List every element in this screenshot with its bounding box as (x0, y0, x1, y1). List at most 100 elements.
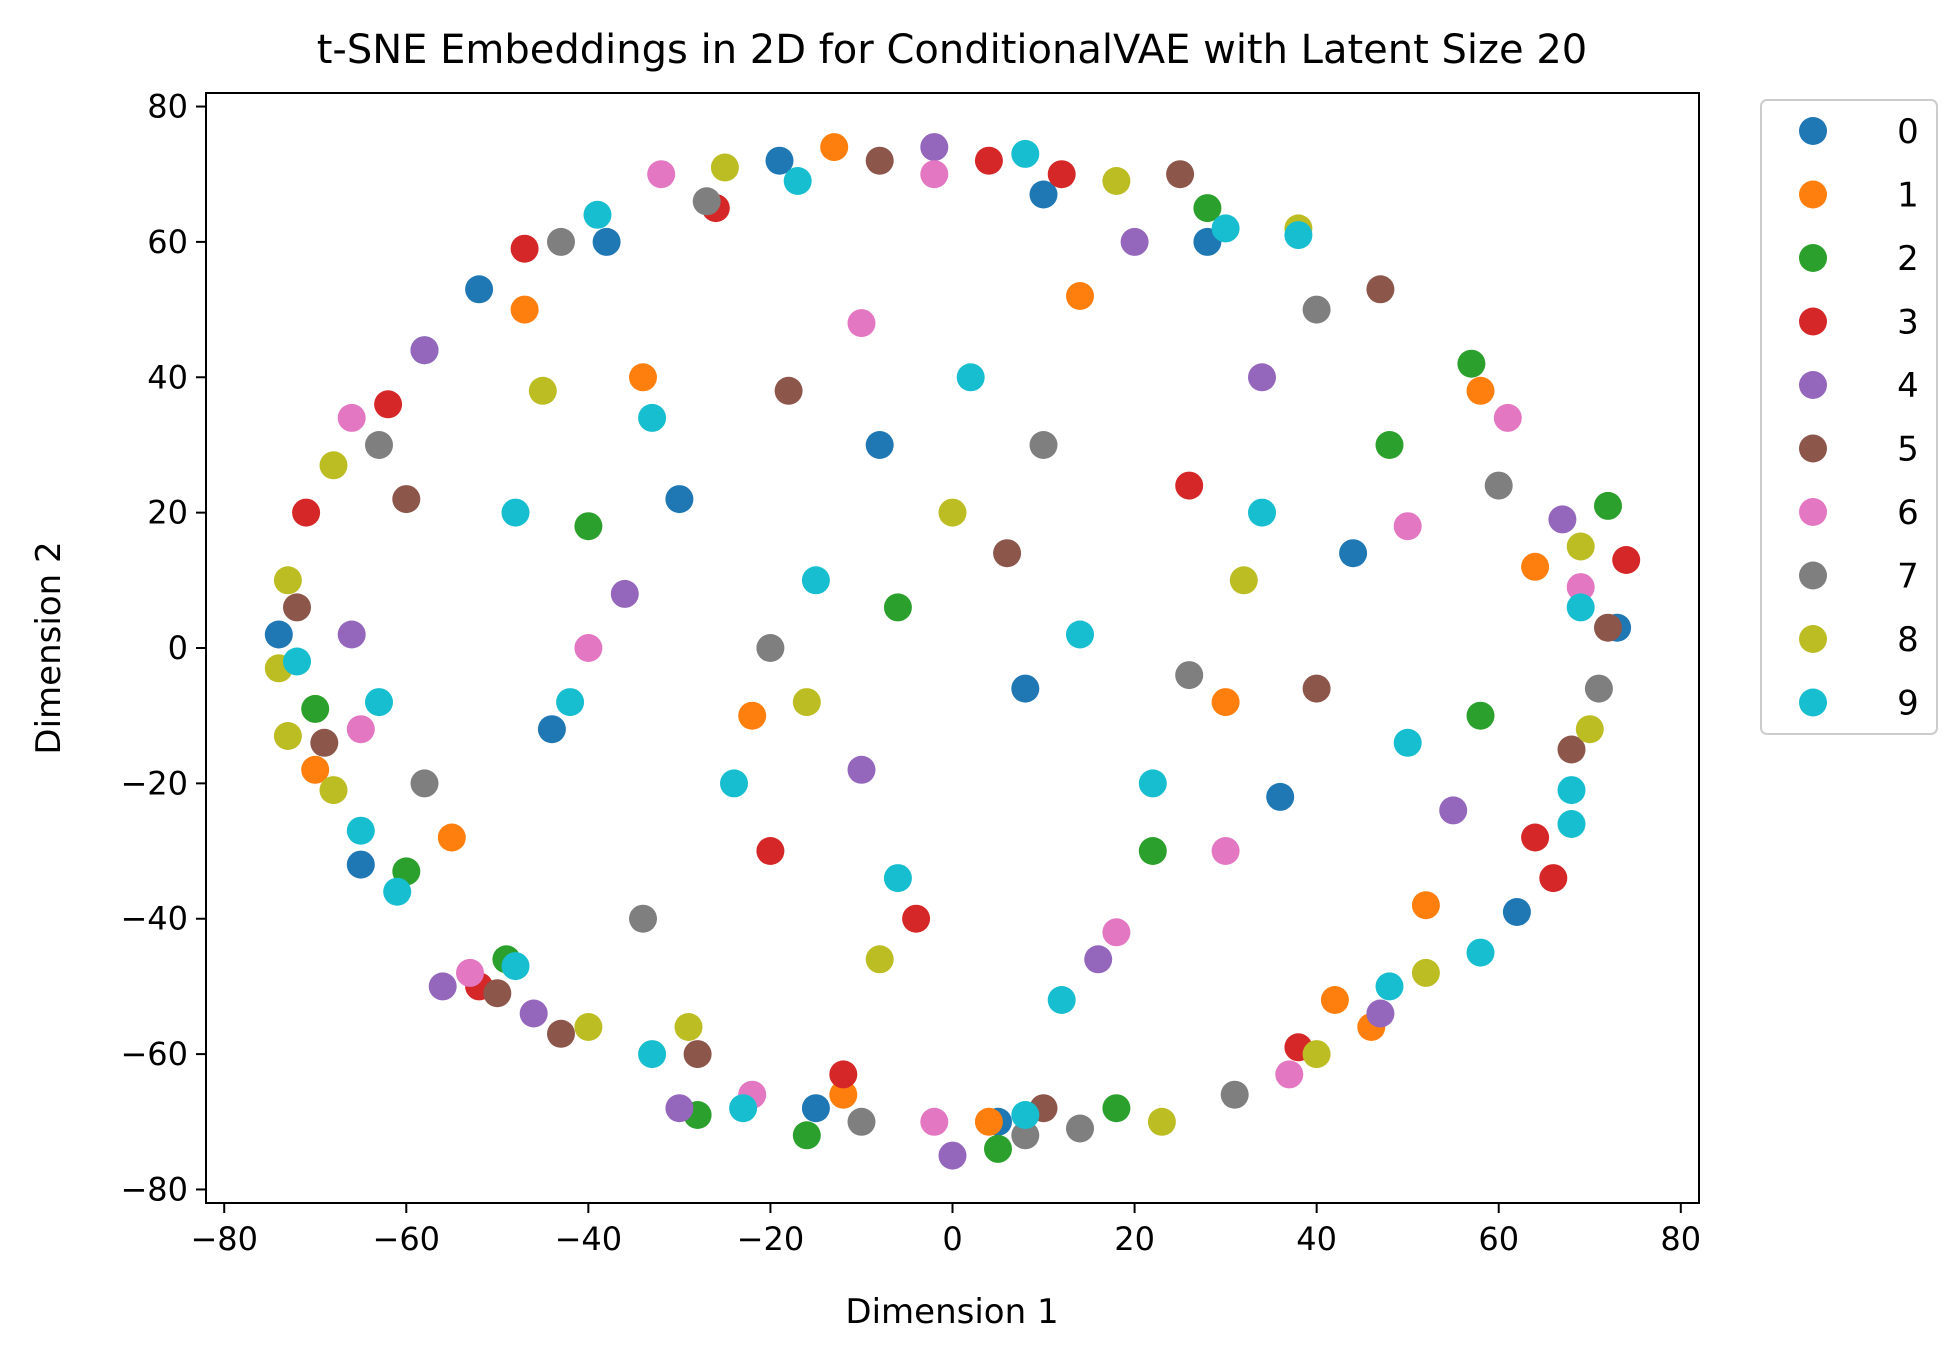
x-tick-label: 20 (1114, 1220, 1155, 1258)
point-class-5-12 (1302, 674, 1331, 703)
point-class-2-0 (301, 694, 330, 723)
point-class-8-2 (273, 722, 302, 750)
legend-marker-1 (1799, 180, 1827, 209)
point-class-6-10 (574, 634, 603, 662)
point-class-7-3 (1066, 1114, 1094, 1143)
point-class-7-5 (847, 1107, 876, 1136)
point-class-8-6 (710, 153, 739, 182)
point-class-2-14 (1375, 431, 1404, 459)
point-class-3-5 (1612, 546, 1641, 574)
point-class-8-4 (319, 451, 348, 480)
point-class-8-16 (938, 498, 967, 527)
point-class-1-12 (1211, 688, 1240, 717)
point-class-3-12 (756, 837, 785, 865)
point-class-6-11 (1102, 918, 1131, 947)
point-class-0-5 (1029, 180, 1058, 209)
point-class-0-1 (465, 275, 494, 304)
point-class-0-11 (537, 715, 566, 744)
point-class-9-10 (1211, 214, 1240, 243)
point-class-7-4 (1011, 1121, 1040, 1150)
point-class-8-10 (1566, 532, 1595, 561)
y-tick-label: −20 (120, 764, 188, 802)
legend-label-0: 0 (1897, 112, 1919, 152)
legend-label-5: 5 (1897, 430, 1919, 470)
legend: 0 1 2 3 4 5 6 7 8 9 (1760, 99, 1938, 735)
point-class-1-13 (1521, 552, 1550, 581)
point-class-9-5 (583, 200, 612, 229)
point-class-8-18 (1229, 566, 1258, 595)
x-axis-label: Dimension 1 (845, 1292, 1058, 1332)
point-class-9-23 (1138, 769, 1167, 798)
point-class-4-11 (1439, 796, 1468, 825)
point-class-2-12 (1138, 837, 1167, 865)
point-class-0-12 (665, 485, 694, 514)
point-class-9-16 (1284, 221, 1313, 250)
point-class-8-17 (792, 688, 821, 717)
point-class-7-1 (547, 227, 575, 256)
point-class-3-10 (1521, 823, 1550, 852)
point-class-5-8 (1557, 735, 1586, 764)
point-class-1-1 (510, 295, 539, 324)
point-class-0-7 (1502, 898, 1531, 926)
legend-marker-5 (1799, 434, 1827, 463)
point-class-3-4 (1047, 160, 1076, 189)
legend-label-2: 2 (1897, 239, 1919, 279)
point-class-9-28 (556, 688, 585, 717)
y-tick-label: −40 (120, 900, 188, 938)
point-class-1-8 (1411, 891, 1440, 920)
point-class-3-14 (902, 904, 931, 933)
legend-marker-8 (1799, 625, 1827, 653)
point-class-0-2 (346, 850, 375, 879)
x-tick-label: 0 (942, 1220, 962, 1258)
point-class-4-0 (410, 336, 439, 365)
point-class-6-3 (456, 958, 484, 987)
point-class-8-13 (574, 1013, 603, 1041)
point-class-3-3 (974, 146, 1003, 175)
legend-label-3: 3 (1897, 303, 1919, 343)
point-class-5-2 (483, 979, 512, 1008)
x-tick-label: 60 (1478, 1220, 1519, 1258)
point-class-0-15 (1339, 539, 1368, 568)
point-class-1-14 (629, 363, 657, 392)
point-class-4-7 (1084, 945, 1113, 974)
point-class-4-2 (428, 972, 457, 1001)
point-class-6-14 (1211, 837, 1240, 865)
x-tick-label: −40 (555, 1220, 623, 1258)
x-tick-label: 80 (1660, 1220, 1701, 1258)
point-class-0-4 (765, 146, 794, 175)
legend-marker-0 (1799, 117, 1827, 145)
point-class-2-11 (574, 512, 603, 541)
point-class-6-13 (847, 309, 876, 338)
y-axis-label: Dimension 2 (29, 541, 69, 754)
point-class-6-6 (1275, 1060, 1304, 1089)
point-class-3-13 (1175, 471, 1204, 500)
point-class-7-7 (1584, 674, 1613, 703)
legend-marker-2 (1799, 244, 1827, 272)
point-class-8-14 (1147, 1107, 1176, 1136)
point-class-3-1 (510, 234, 539, 263)
x-tick-label: −80 (190, 1220, 258, 1258)
point-class-5-4 (865, 146, 894, 175)
point-class-9-7 (729, 1094, 758, 1123)
scatter-points (264, 133, 1641, 1170)
point-class-2-6 (1457, 349, 1486, 378)
point-class-9-13 (1557, 810, 1586, 838)
legend-marker-9 (1799, 688, 1827, 717)
point-class-4-5 (1366, 999, 1395, 1028)
point-class-9-8 (783, 167, 812, 195)
point-class-4-8 (1548, 505, 1577, 534)
point-class-6-2 (920, 160, 949, 189)
y-tick-label: −60 (120, 1035, 188, 1073)
point-class-4-6 (938, 1141, 967, 1170)
point-class-5-1 (310, 728, 339, 757)
point-class-4-13 (1248, 363, 1276, 392)
point-class-5-6 (1366, 275, 1395, 304)
point-class-1-2 (820, 133, 849, 162)
point-class-8-3 (319, 776, 348, 805)
point-class-9-4 (501, 952, 530, 981)
point-class-8-9 (1575, 715, 1604, 744)
point-class-9-24 (720, 769, 748, 798)
y-tick-label: −80 (120, 1170, 188, 1208)
point-class-6-1 (647, 160, 676, 189)
